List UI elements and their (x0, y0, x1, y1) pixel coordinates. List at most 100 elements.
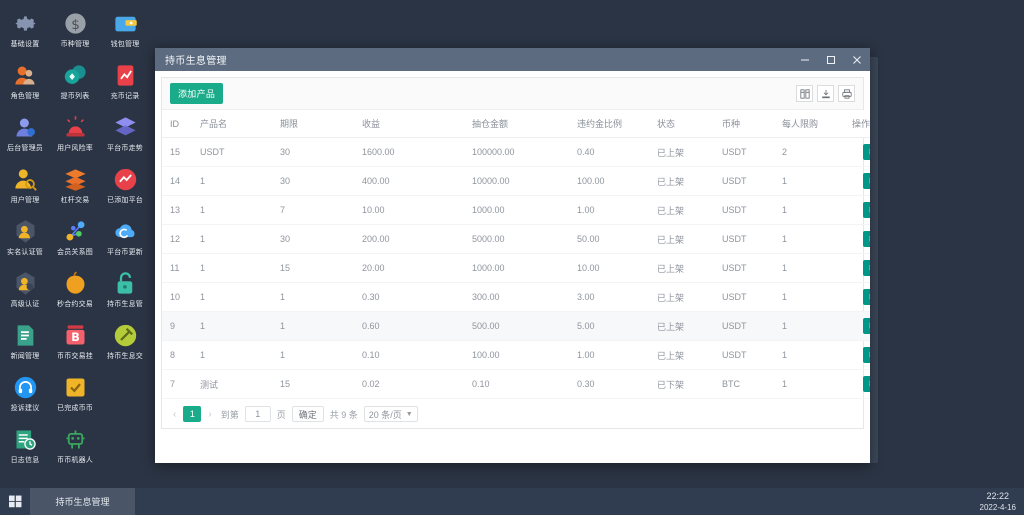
lock-open-icon (112, 270, 139, 297)
desktop-icon-user-risk[interactable]: 用户风险率 (50, 110, 100, 162)
desktop-icon-user-management[interactable]: 用户管理 (0, 162, 50, 214)
desktop-icon-role-management[interactable]: 角色管理 (0, 58, 50, 110)
pagination-goto-label: 到第 (220, 409, 239, 420)
columns-icon[interactable] (796, 85, 813, 102)
close-icon[interactable] (844, 48, 870, 71)
edit-button[interactable]: 编辑 (863, 173, 870, 189)
cell-operations: 编辑下架 (844, 195, 870, 225)
desktop-icon-news-management[interactable]: 新闻管理 (0, 318, 50, 370)
column-header-term: 期限 (272, 110, 354, 138)
column-header-name: 产品名 (192, 110, 272, 138)
clock-date: 2022-4-16 (979, 502, 1016, 512)
cell-limit: 1 (774, 340, 844, 370)
edit-button[interactable]: 编辑 (863, 318, 870, 334)
toolbar-icon-group (796, 85, 855, 102)
edit-button[interactable]: 编辑 (863, 202, 870, 218)
desktop-icon-realname-verify[interactable]: 实名认证管 (0, 214, 50, 266)
edit-button[interactable]: 编辑 (863, 231, 870, 247)
desktop-icon-label: 持币生息管 (107, 301, 143, 308)
cell-operations: 编辑上架 (844, 369, 870, 399)
desktop-icon-wallet-management[interactable]: 钱包管理 (100, 6, 150, 58)
edit-button[interactable]: 编辑 (863, 376, 870, 392)
pagination-page-size-select[interactable]: 20 条/页 ▼ (363, 406, 418, 422)
desktop-icon-row: 用户管理 杠杆交易 已添加平台 (0, 162, 150, 214)
desktop-icon-member-relation[interactable]: 会员关系图 (50, 214, 100, 266)
desktop-icon-leverage-trade[interactable]: 杠杆交易 (50, 162, 100, 214)
desktop-icon-label: 会员关系图 (57, 249, 93, 256)
column-header-penalty: 违约金比例 (569, 110, 649, 138)
cell-status: 已上架 (649, 253, 714, 283)
window-body: 添加产品 ID 产品名 (155, 71, 870, 463)
desktop-icon-admin[interactable]: 后台管理员 (0, 110, 50, 162)
desktop-icon-withdraw-list[interactable]: 提币列表 (50, 58, 100, 110)
desktop-icon-log-info[interactable]: 日志信息 (0, 422, 50, 474)
document-icon (12, 322, 39, 349)
desktop-icon-complaints[interactable]: 投诉建议 (0, 370, 50, 422)
cell-operations: 编辑下架 (844, 224, 870, 254)
column-header-id: ID (162, 110, 192, 138)
cell-id: 12 (162, 224, 192, 254)
cell-penalty: 3.00 (569, 282, 649, 312)
desktop-icon-second-contract[interactable]: 秒合约交易 (50, 266, 100, 318)
add-product-button[interactable]: 添加产品 (170, 83, 224, 104)
system-tray-clock[interactable]: 22:22 2022-4-16 (980, 491, 1024, 513)
desktop-icon-label: 后台管理员 (7, 145, 43, 152)
pagination-confirm-button[interactable]: 确定 (291, 406, 324, 422)
maximize-icon[interactable] (818, 48, 844, 71)
cell-operations: 编辑下架 (844, 282, 870, 312)
desktop-icon-platform-coin-trend[interactable]: 平台币走势 (100, 110, 150, 162)
cell-status: 已上架 (649, 195, 714, 225)
window-titlebar[interactable]: 持币生息管理 (155, 48, 870, 71)
svg-text:$: $ (71, 17, 80, 33)
desktop-icon-deposit-records[interactable]: 充币记录 (100, 58, 150, 110)
desktop-icon-holding-interest-trade[interactable]: 持币生息交 (100, 318, 150, 370)
minimize-icon[interactable] (792, 48, 818, 71)
cell-limit: 1 (774, 311, 844, 341)
desktop-icon-row: 新闻管理 B 币币交易挂 持币生息交 (0, 318, 150, 370)
column-header-status: 状态 (649, 110, 714, 138)
desktop-icon-label: 提币列表 (60, 93, 90, 100)
edit-button[interactable]: 编辑 (863, 289, 870, 305)
desktop-icon-platform-coin-update[interactable]: 平台币更新 (100, 214, 150, 266)
cell-status: 已上架 (649, 166, 714, 196)
headset-icon (12, 374, 39, 401)
cell-penalty: 1.00 (569, 340, 649, 370)
cell-name: USDT (192, 137, 272, 167)
edit-button[interactable]: 编辑 (863, 144, 870, 160)
table-header: ID 产品名 期限 收益 抽仓金额 违约金比例 状态 币种 每人限购 操作 (162, 110, 870, 138)
badge-check-icon (12, 270, 39, 297)
desktop-icon-holding-interest-mgmt[interactable]: 持币生息管 (100, 266, 150, 318)
edit-button[interactable]: 编辑 (863, 260, 870, 276)
export-icon[interactable] (817, 85, 834, 102)
layers-orange-icon (62, 166, 89, 193)
windows-start-icon[interactable] (0, 488, 30, 515)
desktop-icon-coin-management[interactable]: $ 币种管理 (50, 6, 100, 58)
desktop-icon-trade-robot[interactable]: 币币机器人 (50, 422, 100, 474)
pagination-page-1[interactable]: 1 (183, 406, 202, 422)
edit-button[interactable]: 编辑 (863, 347, 870, 363)
desktop-icon-basic-settings[interactable]: 基础设置 (0, 6, 50, 58)
pagination-goto-input[interactable] (244, 406, 271, 422)
cell-operations: 编辑下架 (844, 166, 870, 196)
desktop-icon-completed-trades[interactable]: 已完成币币 (50, 370, 100, 422)
pagination-next[interactable]: › (208, 408, 212, 420)
desktop-icon-added-platform[interactable]: 已添加平台 (100, 162, 150, 214)
taskbar-item-holding-interest[interactable]: 持币生息管理 (30, 488, 135, 515)
pagination-prev[interactable]: ‹ (173, 408, 177, 420)
desktop-icon-label: 币种管理 (60, 41, 90, 48)
column-header-coin: 币种 (714, 110, 774, 138)
desktop-icon-spacer (100, 422, 150, 474)
print-icon[interactable] (838, 85, 855, 102)
desktop-icon-coin-trade-pending[interactable]: B 币币交易挂 (50, 318, 100, 370)
desktop-icon-advanced-verify[interactable]: 高级认证 (0, 266, 50, 318)
cell-name: 1 (192, 166, 272, 196)
